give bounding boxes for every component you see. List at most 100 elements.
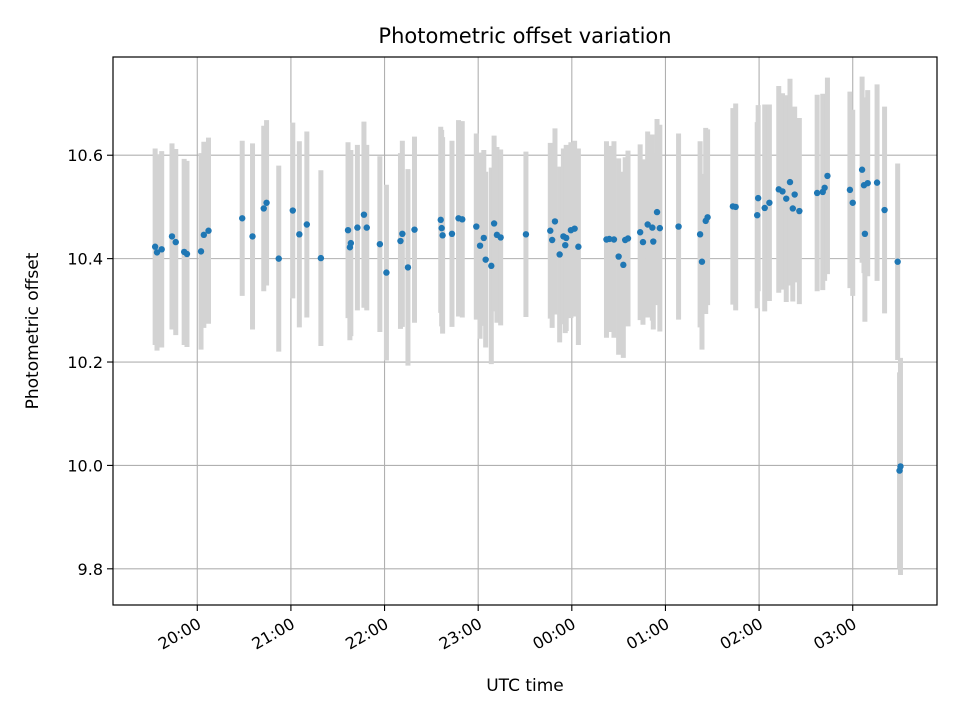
data-point: [783, 195, 790, 202]
data-point: [249, 233, 256, 240]
data-point: [653, 208, 661, 216]
data-point: [168, 233, 176, 240]
y-tick-label: 10.4: [67, 250, 103, 269]
data-point: [556, 251, 563, 258]
data-point: [522, 231, 530, 238]
data-point: [615, 253, 622, 260]
data-point: [347, 239, 355, 247]
data-point: [344, 226, 352, 234]
data-point: [858, 166, 866, 173]
data-point: [873, 179, 881, 186]
data-point: [766, 199, 773, 206]
data-point: [675, 223, 682, 230]
data-point: [263, 199, 270, 206]
chart-title: Photometric offset variation: [378, 24, 671, 48]
data-point: [360, 211, 368, 218]
data-point: [562, 241, 569, 249]
data-point: [791, 191, 798, 198]
data-point: [303, 221, 311, 228]
data-point: [476, 242, 484, 249]
data-point: [789, 205, 796, 212]
data-point: [172, 238, 179, 246]
data-point: [620, 261, 627, 269]
data-point: [158, 246, 165, 253]
data-point: [779, 188, 786, 195]
data-point: [488, 262, 495, 270]
data-point: [754, 211, 761, 219]
data-point: [275, 255, 282, 262]
data-point: [563, 234, 570, 242]
data-point: [317, 254, 325, 262]
data-points: [151, 166, 904, 474]
data-point: [639, 238, 647, 246]
data-point: [821, 184, 828, 191]
data-point: [644, 221, 651, 228]
data-point: [482, 256, 489, 263]
data-point: [459, 216, 466, 223]
data-point: [575, 243, 582, 250]
data-point: [497, 234, 504, 241]
data-point: [411, 226, 418, 233]
data-point: [448, 230, 456, 238]
y-axis-label: Photometric offset: [23, 252, 43, 409]
data-point: [151, 243, 159, 250]
data-point: [239, 215, 246, 222]
data-point: [881, 206, 888, 214]
data-point: [548, 236, 556, 244]
data-point: [473, 223, 480, 230]
data-point: [849, 199, 856, 206]
plot-frame: [112, 56, 938, 606]
data-point: [656, 224, 664, 232]
data-point: [399, 230, 406, 238]
data-point: [260, 205, 267, 212]
data-point: [296, 231, 303, 238]
data-point: [397, 237, 404, 245]
data-point: [761, 204, 768, 212]
data-point: [864, 179, 871, 187]
data-point: [363, 224, 370, 231]
data-point: [636, 229, 644, 236]
y-tick-label: 10.2: [67, 353, 103, 372]
data-point: [624, 235, 632, 242]
data-point: [354, 224, 361, 231]
data-point: [383, 269, 390, 276]
data-point: [649, 224, 656, 231]
data-point: [404, 264, 412, 271]
data-point: [547, 227, 554, 234]
data-point: [824, 172, 831, 180]
data-point: [490, 220, 498, 227]
data-point: [439, 232, 446, 239]
data-point: [813, 189, 821, 197]
data-point: [754, 194, 762, 202]
data-point: [480, 234, 487, 242]
x-axis-label: UTC time: [486, 676, 564, 696]
data-point: [571, 225, 578, 232]
y-tick-label: 10.0: [67, 456, 103, 475]
y-tick-label: 10.6: [67, 146, 103, 165]
data-point: [205, 227, 212, 234]
data-point: [606, 235, 613, 243]
data-point: [200, 231, 208, 239]
data-point: [846, 186, 854, 194]
data-point: [289, 207, 296, 214]
data-point: [197, 248, 205, 255]
data-point: [438, 224, 445, 232]
data-point: [610, 236, 618, 243]
y-tick-label: 9.8: [78, 560, 103, 579]
data-point: [861, 230, 869, 238]
data-point: [796, 207, 803, 215]
data-point: [153, 249, 161, 256]
data-point: [696, 231, 704, 238]
data-point: [437, 216, 444, 224]
data-point: [650, 238, 657, 245]
data-point: [894, 258, 901, 265]
data-point: [698, 258, 706, 265]
data-point: [786, 178, 794, 186]
data-point: [551, 218, 559, 225]
data-point: [183, 250, 191, 258]
data-point: [897, 463, 904, 470]
data-point: [732, 203, 739, 211]
data-point: [376, 240, 384, 248]
data-point: [704, 214, 711, 221]
